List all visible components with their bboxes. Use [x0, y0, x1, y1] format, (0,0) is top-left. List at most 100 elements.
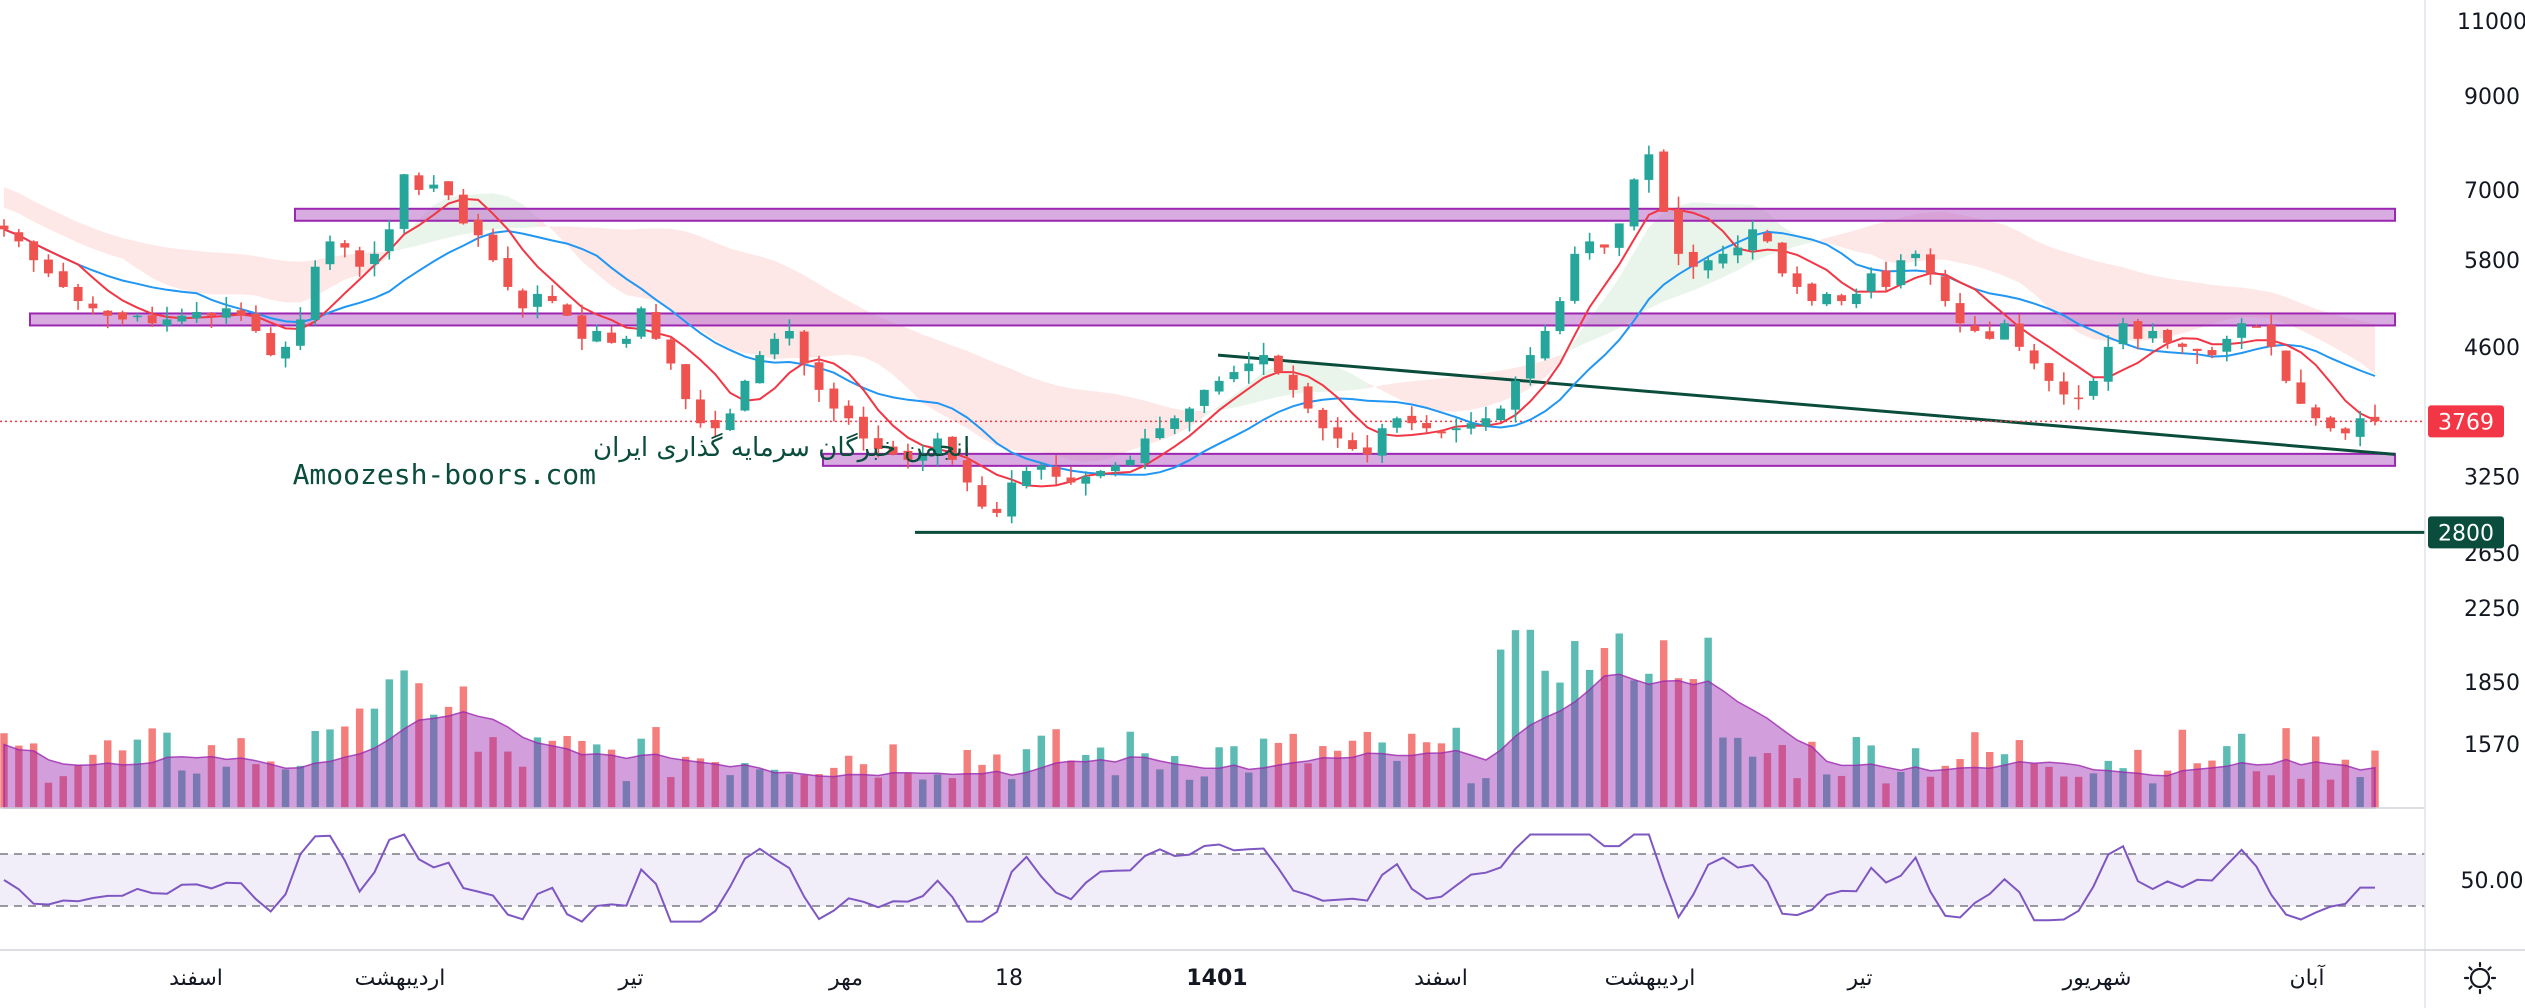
volume-bar — [1837, 775, 1846, 808]
candle-body — [251, 313, 261, 331]
candle-body — [118, 312, 127, 320]
time-tick-label: آبان — [2289, 964, 2325, 991]
volume-bar — [1541, 670, 1549, 808]
cloud-segment — [967, 350, 983, 439]
cloud-segment — [1426, 378, 1442, 412]
volume-bar — [1437, 743, 1446, 808]
cloud-segment — [255, 256, 271, 300]
cloud-segment — [33, 201, 49, 229]
volume-bar — [1141, 753, 1149, 808]
candle-body — [1185, 408, 1194, 422]
cloud-segment — [1471, 372, 1486, 410]
volume-bar — [1393, 760, 1401, 808]
volume-bar — [726, 775, 734, 808]
candle-body — [1288, 374, 1298, 390]
candle-body — [799, 331, 809, 364]
candle-body — [1303, 386, 1313, 409]
candle-body — [1540, 330, 1550, 359]
volume-bar — [1230, 746, 1238, 808]
candle-body — [933, 438, 943, 455]
volume-bar — [444, 706, 453, 808]
volume-bar — [978, 764, 986, 808]
volume-bar — [741, 763, 749, 808]
candle-body — [14, 232, 24, 242]
candle-body — [325, 241, 335, 265]
volume-bar — [504, 751, 512, 808]
volume-bar — [74, 765, 82, 808]
candle-body — [1022, 471, 1031, 487]
cloud-segment — [537, 217, 553, 230]
cloud-segment — [211, 252, 227, 295]
volume-bar — [993, 754, 1001, 808]
rsi-tick-label: 50.00 — [2461, 869, 2524, 894]
volume-bar — [1096, 747, 1105, 808]
candle-body — [236, 310, 246, 316]
watermark: انجمن خبرگان سرمایه گذاری ایران Amoozesh… — [293, 432, 971, 491]
candle-body — [2326, 417, 2335, 429]
volume-bar — [1319, 746, 1327, 808]
cloud-segment — [1085, 390, 1101, 463]
ma-slow-line — [3, 228, 2376, 476]
cloud-segment — [715, 242, 731, 349]
settings-button[interactable] — [2463, 961, 2497, 995]
candle-body — [2370, 416, 2380, 422]
candle-body — [829, 388, 839, 409]
candle-body — [2222, 338, 2232, 352]
candle-body — [784, 330, 794, 339]
volume-bar — [1897, 771, 1905, 808]
candle-body — [962, 460, 972, 483]
cloud-segment — [1322, 362, 1338, 392]
volume-bar — [326, 729, 334, 808]
candle-body — [1229, 372, 1239, 380]
candle-body — [518, 290, 528, 309]
volume-bar — [192, 773, 201, 808]
zone-rect — [822, 452, 2396, 467]
candle-body — [1911, 253, 1921, 259]
volume-bar — [459, 686, 468, 808]
zone-rect — [294, 207, 2396, 222]
volume-bar — [2030, 763, 2038, 808]
cloud-segment — [226, 253, 242, 295]
candle-body — [1214, 380, 1224, 392]
volume-bar — [1156, 769, 1164, 808]
volume-bar — [252, 764, 260, 808]
candle-body — [562, 304, 572, 316]
volume-bar — [104, 740, 112, 808]
cloud-segment — [952, 345, 968, 429]
volume-bar — [1941, 765, 1949, 808]
volume-bar — [2312, 736, 2320, 808]
cloud-segment — [552, 226, 568, 245]
candle-body — [1259, 355, 1269, 365]
volume-bar — [2267, 775, 2275, 808]
volume-bar — [311, 730, 319, 808]
volume-bar — [2149, 783, 2157, 808]
volume-bar — [2252, 771, 2261, 808]
cloud-segment — [1441, 376, 1457, 412]
cloud-segment — [1011, 368, 1027, 452]
volume-bar — [430, 714, 438, 808]
cloud-segment — [270, 258, 286, 303]
candle-body — [88, 303, 98, 309]
cloud-segment — [389, 235, 405, 257]
volume-bar — [133, 739, 142, 808]
volume-bar — [622, 781, 631, 808]
volume-bar — [118, 750, 127, 808]
candle-body — [1570, 253, 1580, 301]
candle-body — [1881, 270, 1891, 287]
cloud-segment — [1915, 212, 1931, 262]
candle-body — [666, 339, 676, 364]
volume-bar — [1185, 779, 1194, 808]
volume-bar — [2015, 740, 2024, 808]
candle-body — [1733, 247, 1743, 256]
volume-bar — [1452, 727, 1460, 808]
candle-body — [399, 174, 409, 229]
volume-tick-label: 2250 — [2464, 597, 2520, 622]
time-tick-label: اردیبهشت — [1605, 966, 1696, 991]
volume-bar — [711, 762, 720, 808]
volume-bar — [533, 737, 542, 808]
zone-rect — [29, 312, 2396, 327]
volume-bar — [1274, 742, 1283, 808]
ichimoku-cloud — [4, 186, 2375, 463]
cloud-segment — [1485, 370, 1501, 407]
